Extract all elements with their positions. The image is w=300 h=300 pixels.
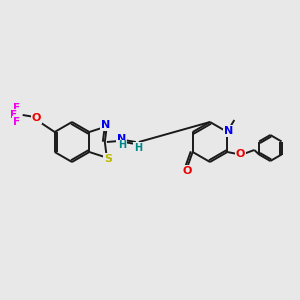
Text: N: N	[101, 120, 110, 130]
Text: H: H	[118, 140, 126, 151]
Text: S: S	[104, 154, 112, 164]
Text: H: H	[134, 143, 142, 153]
Text: O: O	[236, 149, 245, 159]
Text: F: F	[13, 103, 20, 113]
Text: F: F	[13, 117, 20, 127]
Text: N: N	[117, 134, 126, 144]
Text: O: O	[183, 166, 192, 176]
Text: O: O	[32, 113, 41, 123]
Text: N: N	[224, 126, 233, 136]
Text: F: F	[10, 110, 17, 120]
